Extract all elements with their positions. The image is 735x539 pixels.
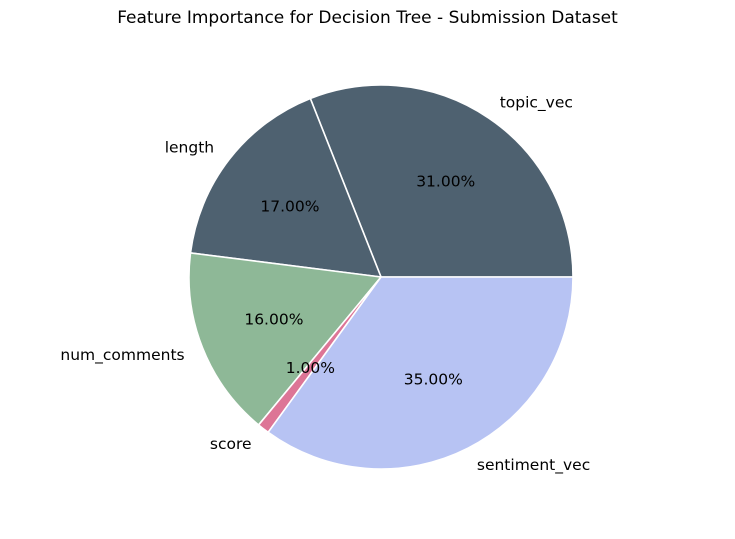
percentage-labels: 31.00% 17.00% 16.00% 1.00% 35.00% (244, 173, 475, 389)
pie-slice-sentiment-vec (267, 276, 574, 470)
pie-slice-num-comments (188, 252, 382, 426)
pct-label-sentiment-vec: 35.00% (404, 371, 463, 389)
category-label-topic-vec: topic_vec (500, 93, 573, 112)
pct-label-num-comments: 16.00% (244, 310, 303, 328)
category-label-num-comments: num_comments (60, 346, 184, 365)
pct-label-score: 1.00% (286, 359, 335, 377)
category-label-score: score (210, 435, 252, 453)
category-label-length: length (165, 139, 214, 157)
pct-label-length: 17.00% (260, 197, 319, 215)
pie-slice-length (189, 97, 382, 278)
pie-slices (188, 84, 574, 470)
category-label-sentiment-vec: sentiment_vec (477, 456, 590, 475)
pct-label-topic-vec: 31.00% (416, 173, 475, 191)
chart-title: Feature Importance for Decision Tree - S… (117, 8, 618, 28)
pie-slice-topic-vec (309, 84, 574, 278)
